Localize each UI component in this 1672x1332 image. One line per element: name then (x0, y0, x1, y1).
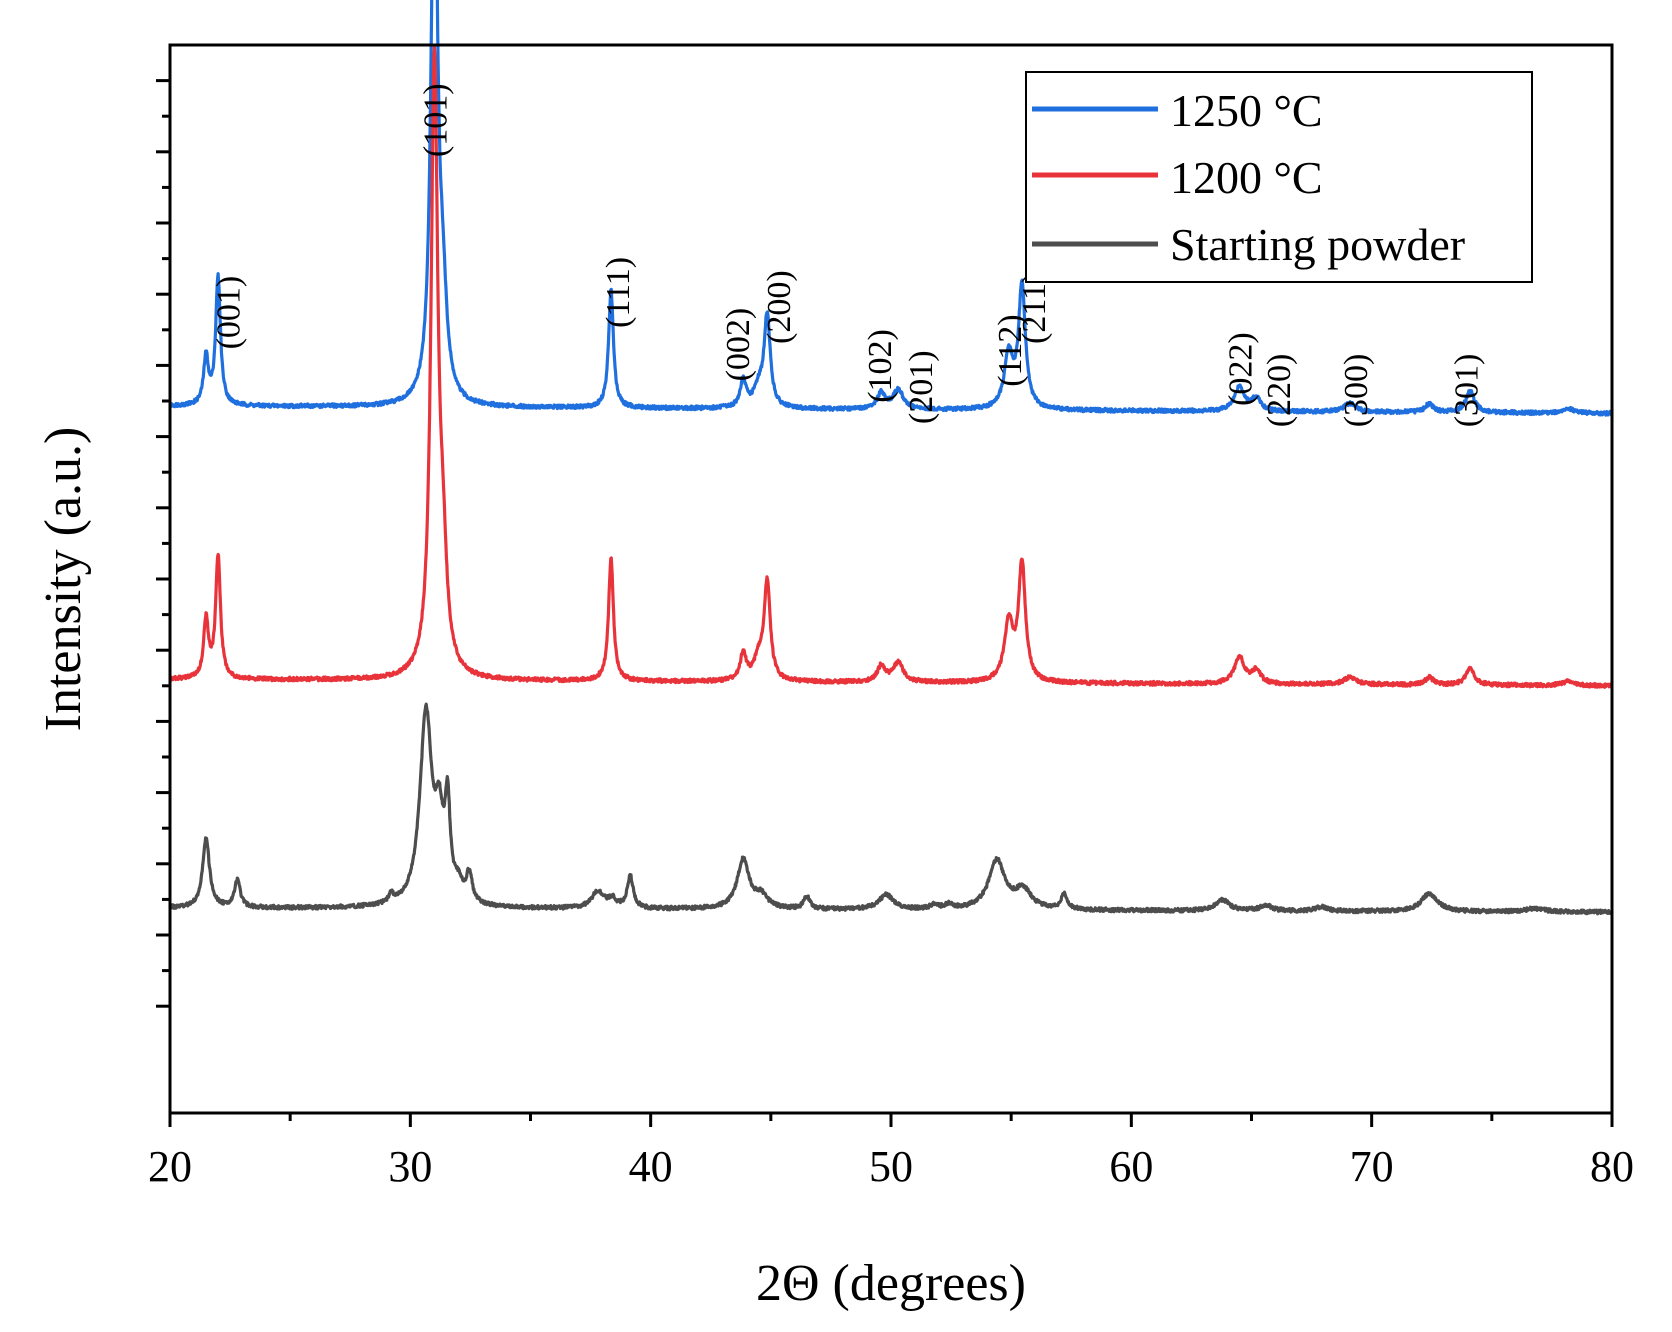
peak-label: (220) (1261, 354, 1298, 428)
x-tick-label: 20 (148, 1142, 192, 1191)
peak-annotations: (001) (101) (111) (002)(200) (102) (201) (112)… (211, 83, 1486, 427)
x-axis-title: 2Θ (degrees) (756, 1255, 1026, 1312)
peak-label: (002) (720, 308, 757, 382)
peak-label: (200) (761, 270, 798, 344)
x-tick-label: 70 (1350, 1142, 1394, 1191)
x-axis-ticks: 20 30 40 50 60 70 80 (148, 1113, 1634, 1191)
peak-label: (102) (862, 329, 899, 403)
legend: 1250 °C 1200 °C Starting powder (1025, 71, 1533, 283)
peak-label: (211) (1016, 272, 1053, 344)
x-tick-label: 40 (629, 1142, 673, 1191)
x-tick-label: 30 (388, 1142, 432, 1191)
peak-label: (101) (417, 83, 454, 157)
x-tick-label: 60 (1109, 1142, 1153, 1191)
peak-label: (301) (1448, 354, 1485, 428)
y-axis-title: Intensity (a.u.) (35, 427, 92, 732)
series-line-1 (168, 45, 1614, 689)
legend-label-1200: 1200 °C (1170, 152, 1323, 203)
legend-label-1250: 1250 °C (1170, 85, 1323, 136)
peak-label: (201) (903, 350, 940, 424)
peak-label: (112) (992, 314, 1029, 386)
y-axis-ticks (156, 79, 170, 1008)
legend-label-starting-powder: Starting powder (1170, 219, 1465, 270)
peak-label: (111) (600, 257, 637, 328)
x-tick-label: 50 (869, 1142, 913, 1191)
peak-label: (022) (1223, 332, 1260, 406)
series-line-2 (168, 702, 1614, 916)
series-line-0 (168, 0, 1614, 417)
peak-label: (001) (211, 276, 248, 350)
peak-label: (300) (1338, 354, 1375, 428)
series-layer (168, 0, 1614, 916)
x-tick-label: 80 (1590, 1142, 1634, 1191)
